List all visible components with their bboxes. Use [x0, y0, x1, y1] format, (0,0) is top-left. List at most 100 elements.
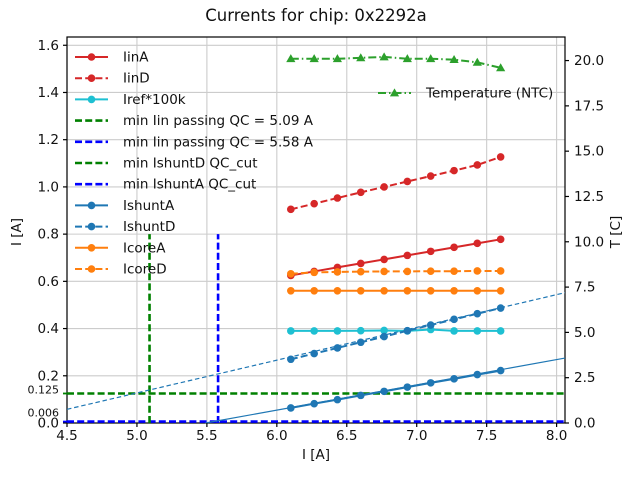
series-marker-IinA — [356, 259, 365, 268]
series-marker-IshuntA — [473, 370, 482, 379]
y-extra-tick-label: 0.006 — [28, 407, 60, 420]
series-marker-IcoreA — [310, 286, 318, 295]
series-marker-IshuntA — [426, 379, 435, 387]
legend-label-min-IshuntD-QC_cut: min IshuntD QC_cut — [123, 156, 258, 172]
series-marker-Temperature-(NTC) — [402, 54, 412, 63]
series-marker-Iref*100k — [450, 327, 458, 335]
series-marker-IinD — [310, 199, 318, 208]
y-tick-label-right: 10.0 — [574, 234, 604, 250]
series-marker-IcoreA — [496, 286, 505, 295]
y-tick-label-right: 17.5 — [574, 98, 604, 114]
x-tick-label: 6.0 — [266, 428, 287, 444]
series-marker-Temperature-(NTC) — [426, 54, 436, 63]
legend-label-IinA: IinA — [123, 50, 149, 66]
x-tick-label: 5.0 — [126, 428, 147, 444]
series-marker-IshuntA — [333, 395, 342, 404]
series-marker-Iref*100k — [287, 327, 295, 335]
legend-marker-Temperature-(NTC) — [389, 88, 400, 97]
y-tick-label-left: 1.2 — [38, 132, 59, 148]
series-line-IcoreD — [290, 269, 501, 275]
series-marker-IshuntD — [403, 326, 412, 335]
y-tick-label-left: 0.6 — [38, 274, 59, 290]
series-marker-IcoreD — [473, 267, 482, 275]
x-tick-label: 8.0 — [546, 428, 567, 444]
x-tick-label: 4.5 — [56, 428, 77, 444]
legend-label-IcoreD: IcoreD — [123, 262, 167, 278]
legend-marker-IcoreD — [87, 265, 96, 273]
series-marker-IcoreD — [287, 269, 295, 278]
x-tick-label: 7.0 — [406, 428, 427, 444]
series-marker-Temperature-(NTC) — [332, 54, 343, 63]
series-marker-Temperature-(NTC) — [379, 52, 389, 61]
series-marker-IcoreD — [426, 267, 435, 275]
axes-frame — [66, 36, 566, 424]
series-marker-IshuntD — [333, 344, 342, 352]
y-tick-label-right: 12.5 — [574, 189, 604, 205]
legend-marker-IcoreA — [87, 244, 96, 252]
series-marker-IcoreA — [450, 286, 458, 295]
legend-marker-Iref*100k — [87, 95, 96, 104]
y-tick-label-right: 0.0 — [574, 416, 595, 432]
legend-label-min-Iin-passing-QC-=-5.58-A: min Iin passing QC = 5.58 A — [123, 134, 314, 150]
series-marker-IshuntA — [496, 366, 505, 375]
series-line-IshuntA — [290, 369, 501, 409]
series-marker-IshuntD — [450, 315, 458, 324]
legend-marker-IshuntD — [87, 222, 96, 231]
series-marker-Temperature-(NTC) — [356, 53, 366, 62]
series-marker-IshuntA — [310, 399, 318, 408]
series-marker-IshuntA — [287, 404, 295, 412]
series-marker-IinD — [473, 161, 482, 169]
legend-marker-IinD — [87, 74, 96, 82]
series-marker-IinA — [426, 247, 435, 256]
series-marker-IcoreD — [356, 267, 365, 276]
series-marker-Temperature-(NTC) — [472, 57, 482, 66]
y-tick-label-left: 0.2 — [38, 368, 59, 384]
series-line-IinD — [290, 155, 501, 211]
series-marker-Iref*100k — [310, 327, 318, 335]
y-tick-label-right: 7.5 — [574, 280, 595, 296]
series-marker-IcoreA — [356, 286, 365, 295]
series-marker-IshuntD — [426, 321, 435, 329]
y-tick-label-right: 20.0 — [574, 53, 604, 69]
series-marker-IshuntD — [287, 355, 295, 364]
y-tick-label-left: 1.4 — [38, 85, 59, 101]
series-marker-IcoreA — [473, 286, 482, 295]
series-marker-IshuntA — [403, 383, 412, 391]
series-marker-IshuntD — [310, 349, 318, 358]
x-tick-label: 5.5 — [196, 428, 217, 444]
series-marker-Iref*100k — [333, 327, 342, 335]
series-marker-IshuntD — [380, 332, 388, 341]
series-marker-IinD — [287, 205, 295, 214]
series-marker-Iref*100k — [496, 327, 505, 335]
series-marker-IinA — [380, 255, 388, 264]
chart-title: Currents for chip: 0x2292a — [205, 6, 427, 25]
y-tick-label-left: 1.0 — [38, 179, 59, 195]
series-marker-IinD — [356, 188, 365, 197]
legend-marker-IshuntA — [87, 201, 96, 210]
series-marker-IinA — [403, 251, 412, 260]
legend-label-IcoreA: IcoreA — [123, 240, 166, 256]
series-line-IshuntD — [290, 307, 501, 361]
series-marker-IcoreD — [496, 267, 505, 275]
series-line-Iref*100k — [290, 328, 501, 332]
series-marker-IshuntA — [356, 391, 365, 400]
series-marker-IinD — [333, 194, 342, 202]
series-marker-IinD — [380, 183, 388, 191]
legend-label-Temperature-(NTC): Temperature (NTC) — [425, 86, 553, 102]
legend-label-Iref*100k: Iref*100k — [123, 92, 186, 108]
y-axis-label-left: I [A] — [9, 217, 25, 247]
legend-label-min-Iin-passing-QC-=-5.09-A: min Iin passing QC = 5.09 A — [123, 113, 314, 129]
series-marker-Temperature-(NTC) — [496, 63, 506, 72]
series-marker-IinD — [426, 172, 435, 180]
legend-label-IshuntD: IshuntD — [123, 219, 175, 235]
series-marker-IshuntD — [473, 309, 482, 318]
series-marker-IcoreD — [403, 267, 412, 276]
series-marker-Iref*100k — [380, 326, 388, 335]
series-marker-IcoreD — [333, 268, 342, 276]
y-tick-label-right: 5.0 — [574, 325, 595, 341]
y-tick-label-right: 15.0 — [574, 144, 604, 160]
x-tick-label: 6.5 — [336, 428, 357, 444]
series-marker-IshuntD — [496, 304, 505, 312]
y-tick-label-left: 0.8 — [38, 227, 59, 243]
